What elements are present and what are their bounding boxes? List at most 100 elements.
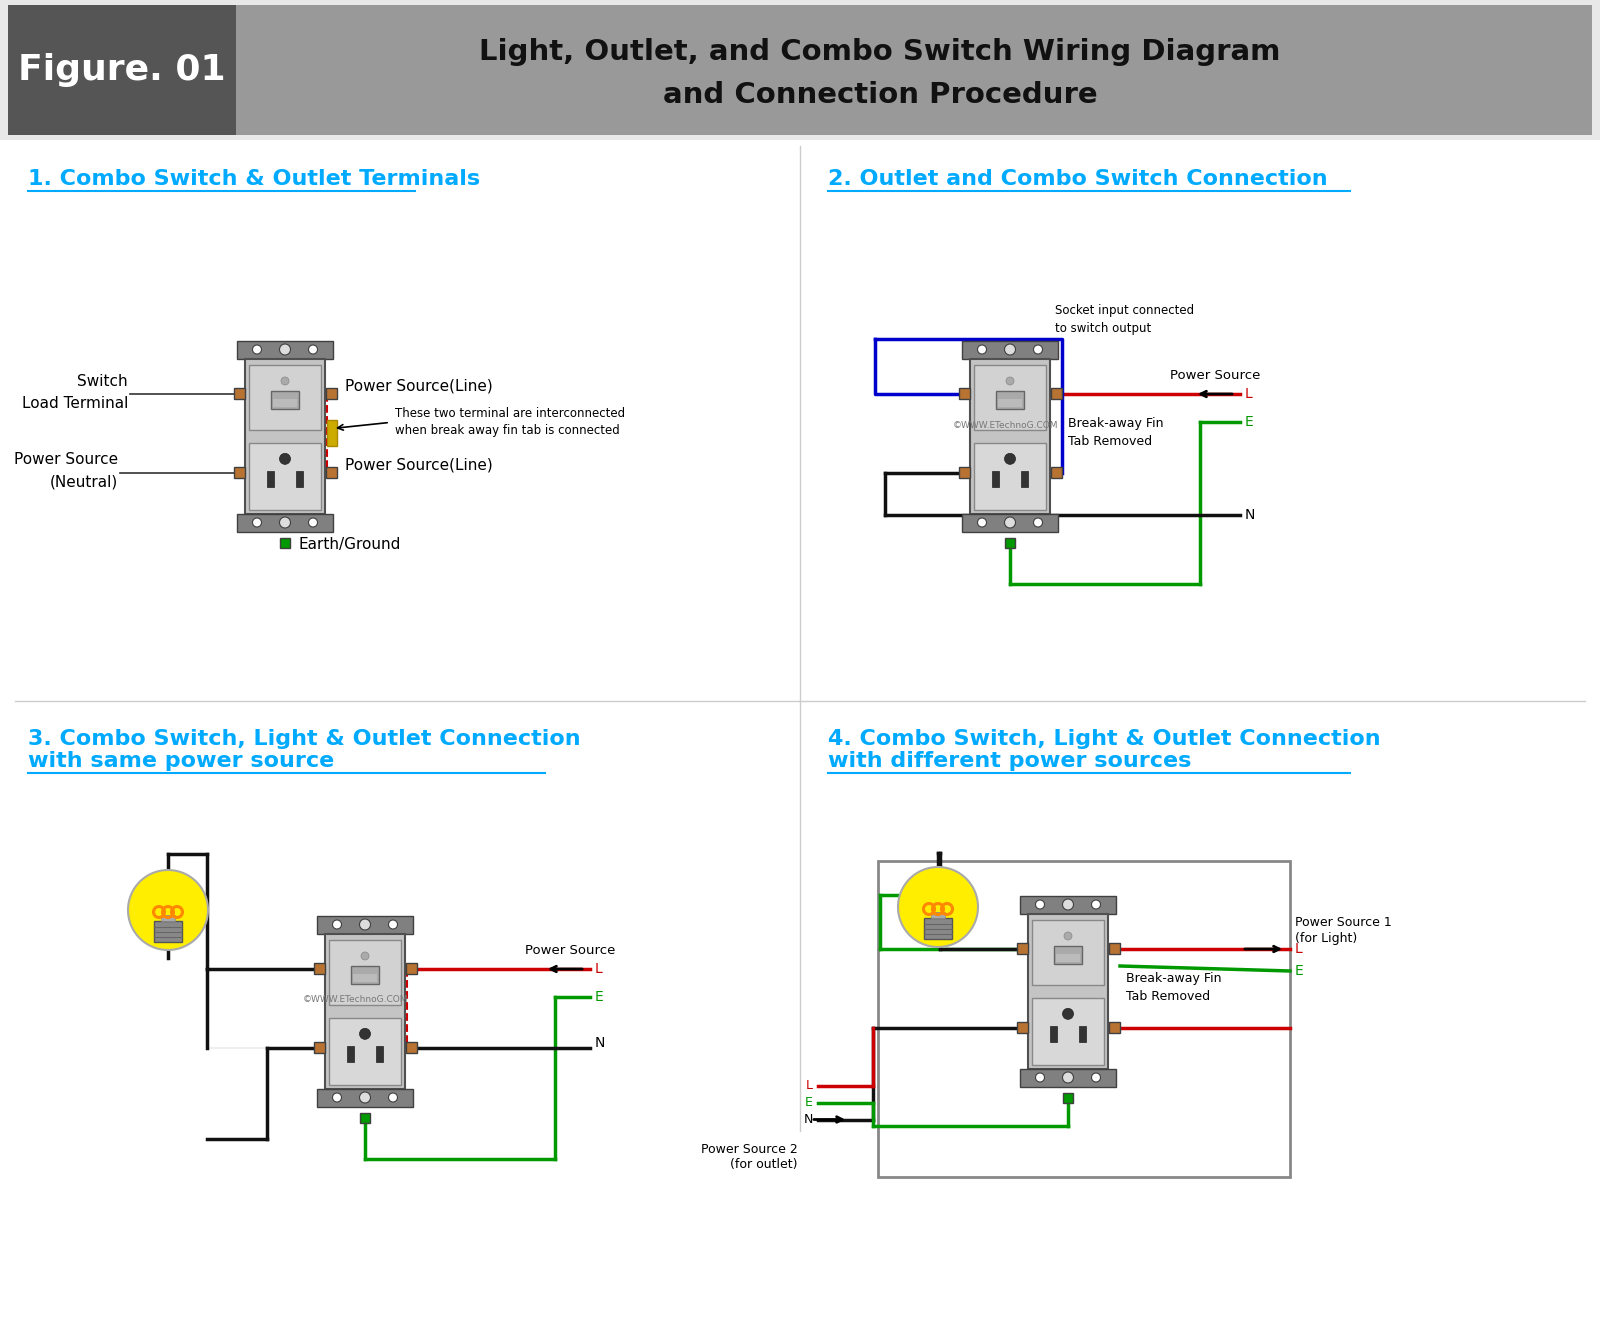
Text: ©WWW.ETechnoG.COM: ©WWW.ETechnoG.COM [302,994,408,1004]
Text: Socket input connected: Socket input connected [1054,303,1194,317]
Bar [326,421,338,446]
Text: to switch output: to switch output [1054,322,1152,335]
Text: 2. Outlet and Combo Switch Connection: 2. Outlet and Combo Switch Connection [829,169,1328,189]
Text: (Neutral): (Neutral) [50,474,118,490]
Bar [958,389,970,399]
Circle shape [1062,1009,1074,1020]
Text: E: E [805,1095,813,1109]
Bar [995,391,1024,409]
Bar [962,514,1058,531]
Circle shape [128,870,208,950]
Bar [350,966,379,984]
Bar [1021,471,1027,487]
Text: Break-away Fin: Break-away Fin [1069,417,1163,430]
Circle shape [1091,1073,1101,1082]
Bar [962,341,1058,358]
Circle shape [898,866,978,946]
Bar [8,5,237,134]
Text: Load Terminal: Load Terminal [22,397,128,411]
Circle shape [360,918,371,930]
Bar [330,1018,402,1085]
Bar [245,358,325,514]
Bar [1109,1022,1120,1033]
Bar [992,471,998,487]
Bar [325,933,405,1089]
Text: Tab Removed: Tab Removed [1069,435,1152,449]
Circle shape [1005,343,1016,355]
Text: Power Source(Line): Power Source(Line) [346,458,493,473]
Bar [234,467,245,478]
Circle shape [333,1093,341,1102]
Bar [317,1089,413,1106]
Bar [1021,1069,1117,1086]
Bar [1016,944,1027,954]
Bar [1027,913,1107,1069]
Circle shape [280,343,291,355]
Text: Figure. 01: Figure. 01 [18,53,226,87]
Bar [250,365,322,430]
Circle shape [280,516,291,528]
Circle shape [1034,345,1043,354]
Text: L: L [1245,387,1253,401]
Bar [1051,467,1061,478]
Circle shape [1035,900,1045,909]
Circle shape [1006,377,1014,385]
Bar [325,467,336,478]
Bar [154,921,182,941]
Circle shape [362,952,370,960]
Bar [274,399,298,407]
Bar [162,914,174,921]
Text: Power Source: Power Source [1170,370,1261,382]
Text: Power Source 1: Power Source 1 [1294,917,1392,929]
Bar [1016,1022,1027,1033]
Bar [958,467,970,478]
Bar [1109,944,1120,954]
Circle shape [1064,932,1072,940]
Bar [280,538,290,547]
Text: Power Source: Power Source [525,945,614,957]
Circle shape [280,454,291,465]
Bar [931,912,944,918]
Circle shape [1034,518,1043,527]
Bar [974,365,1046,430]
Bar [878,861,1290,1177]
Bar [314,1042,325,1053]
Text: Break-away Fin: Break-away Fin [1126,972,1221,985]
Bar [270,391,299,409]
Text: (for Light): (for Light) [1294,933,1357,945]
Circle shape [1062,898,1074,910]
Circle shape [1091,900,1101,909]
Text: Power Source 2: Power Source 2 [701,1143,798,1157]
Text: E: E [1245,415,1254,429]
Circle shape [360,1029,371,1040]
Bar [317,916,413,933]
Text: These two terminal are interconnected: These two terminal are interconnected [395,407,626,419]
Bar [1005,538,1014,547]
Bar [234,389,245,399]
Circle shape [253,345,261,354]
Bar [330,940,402,1005]
Text: Light, Outlet, and Combo Switch Wiring Diagram: Light, Outlet, and Combo Switch Wiring D… [480,39,1280,67]
Circle shape [1005,454,1016,465]
Bar [237,514,333,531]
Text: when break away fin tab is connected: when break away fin tab is connected [395,423,619,437]
Text: Power Source: Power Source [14,453,118,467]
Text: Switch: Switch [77,374,128,390]
Bar [347,1046,354,1062]
Bar [970,358,1050,514]
Circle shape [389,1093,397,1102]
Text: N: N [595,1036,605,1050]
Text: N: N [803,1113,813,1126]
Circle shape [253,518,261,527]
Bar [1021,896,1117,913]
Bar [0,0,1600,140]
Circle shape [389,920,397,929]
Text: 4. Combo Switch, Light & Outlet Connection: 4. Combo Switch, Light & Outlet Connecti… [829,729,1381,749]
Circle shape [309,518,317,527]
Text: with different power sources: with different power sources [829,751,1192,771]
Text: L: L [595,962,603,976]
Bar [376,1046,382,1062]
Bar [405,964,416,974]
Text: E: E [595,990,603,1004]
Bar [354,974,378,982]
